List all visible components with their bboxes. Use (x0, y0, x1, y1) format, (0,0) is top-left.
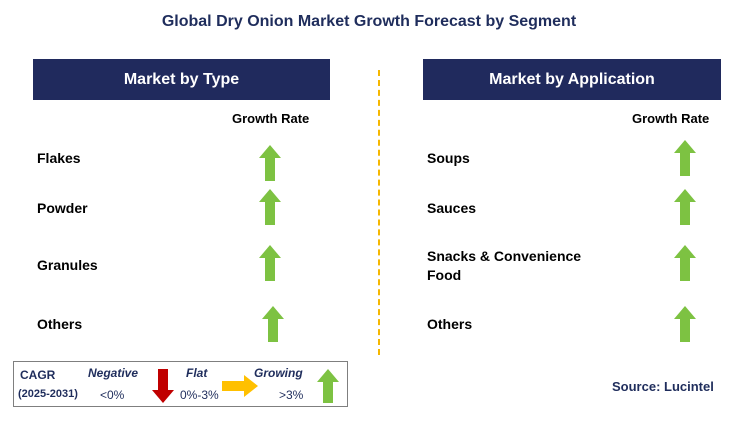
growing-arrow-icon (674, 189, 696, 225)
source-note: Source: Lucintel (612, 379, 714, 394)
cagr-legend: CAGR (2025-2031) Negative <0% Flat 0%-3%… (13, 361, 348, 407)
growth-rate-label-left: Growth Rate (232, 111, 310, 126)
growing-arrow-icon (674, 140, 696, 176)
growing-arrow-icon (674, 306, 696, 342)
growth-rate-label-right: Growth Rate (632, 111, 710, 126)
chart-title: Global Dry Onion Market Growth Forecast … (161, 13, 577, 30)
type-row-powder: Powder (37, 200, 88, 216)
type-row-flakes: Flakes (37, 150, 81, 166)
growing-arrow-icon (259, 245, 281, 281)
application-row-soups: Soups (427, 150, 470, 166)
application-row-snacks-line1: Snacks & Convenience (427, 248, 582, 264)
legend-negative-range: <0% (100, 388, 125, 402)
legend-negative-label: Negative (88, 366, 139, 380)
growing-arrow-icon (259, 189, 281, 225)
type-row-others: Others (37, 316, 83, 332)
legend-growing-range: >3% (279, 388, 304, 402)
growing-arrow-icon (674, 245, 696, 281)
application-row-sauces: Sauces (427, 200, 477, 216)
type-row-granules: Granules (37, 257, 98, 273)
legend-flat-label: Flat (186, 366, 208, 380)
legend-period: (2025-2031) (18, 388, 78, 400)
legend-flat-range: 0%-3% (180, 388, 219, 402)
flat-arrow-icon (222, 375, 258, 397)
legend-growing-label: Growing (254, 366, 303, 380)
market-by-type-header: Market by Type (33, 59, 330, 100)
growing-arrow-icon (262, 306, 284, 342)
legend-cagr-label: CAGR (20, 368, 56, 382)
application-row-snacks-line2: Food (427, 267, 462, 283)
panel-divider (378, 70, 380, 355)
growing-arrow-icon (259, 145, 281, 181)
application-row-others: Others (427, 316, 473, 332)
negative-arrow-icon (152, 369, 174, 403)
market-by-application-header: Market by Application (423, 59, 721, 100)
growing-arrow-icon (317, 369, 339, 403)
